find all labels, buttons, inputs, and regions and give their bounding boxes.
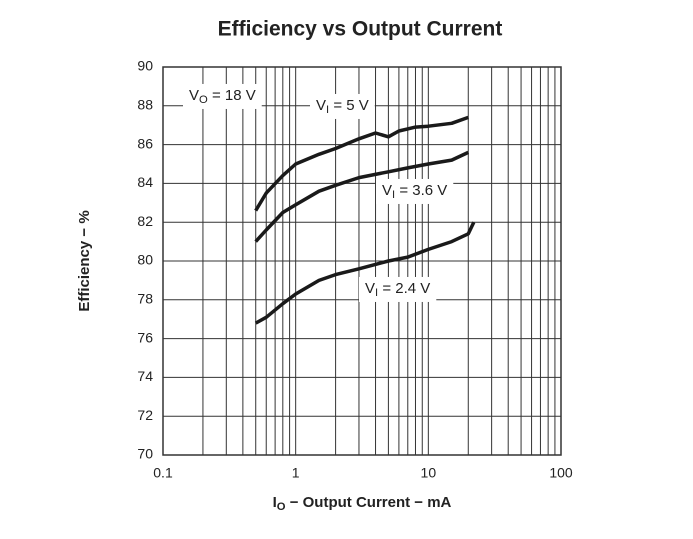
- y-tick-label: 84: [137, 174, 153, 190]
- series-label: VI = 3.6 V: [382, 182, 447, 201]
- data-line: [254, 221, 476, 325]
- x-axis-label: IO − Output Current − mA: [273, 494, 452, 513]
- y-tick-label: 70: [137, 446, 153, 462]
- series-label: VI = 5 V: [316, 97, 369, 116]
- y-axis-label: Efficiency − %: [76, 210, 93, 311]
- x-tick-label: 1: [292, 465, 300, 481]
- x-tick-label: 100: [549, 465, 573, 481]
- y-tick-label: 90: [137, 58, 153, 74]
- y-tick-label: 74: [137, 368, 153, 384]
- y-tick-label: 82: [137, 213, 153, 229]
- annotation: VO = 18 V: [189, 87, 256, 106]
- label-background: [359, 276, 437, 302]
- series-label: VI = 2.4 V: [365, 280, 430, 299]
- y-tick-label: 76: [137, 329, 153, 345]
- y-tick-label: 80: [137, 252, 153, 268]
- chart-title: Efficiency vs Output Current: [218, 18, 503, 41]
- y-tick-label: 86: [137, 135, 153, 151]
- y-tick-label: 72: [137, 407, 153, 423]
- label-background: [310, 93, 375, 119]
- y-tick-label: 78: [137, 291, 153, 307]
- data-line: [254, 115, 469, 212]
- y-tick-label: 88: [137, 97, 153, 113]
- label-background: [183, 83, 262, 109]
- x-tick-label: 10: [421, 465, 437, 481]
- x-tick-label: 0.1: [153, 465, 173, 481]
- label-background: [376, 178, 454, 204]
- data-line: [254, 150, 470, 243]
